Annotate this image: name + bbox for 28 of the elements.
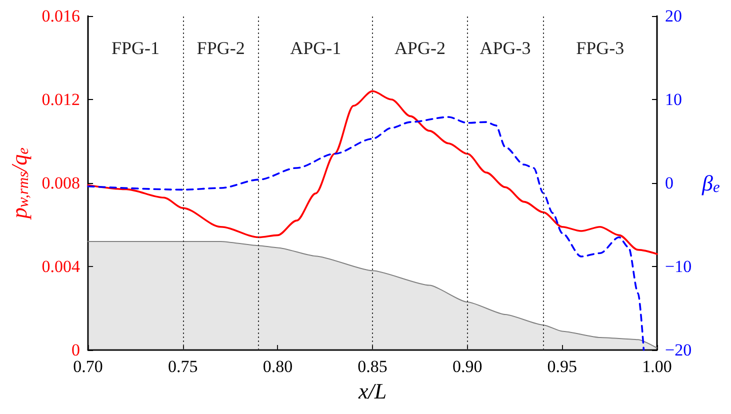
annotation: APG-1 — [290, 38, 342, 58]
y-tick-label: 0.016 — [42, 6, 80, 26]
y2-tick-label: 20 — [665, 6, 682, 26]
annotation: FPG-1 — [111, 38, 160, 58]
y-tick-label: 0.004 — [42, 257, 81, 276]
y2-tick-label: −10 — [665, 257, 692, 276]
line-series — [87, 116, 645, 351]
x-tick-label: 0.80 — [262, 357, 293, 376]
y2-tick-label: 0 — [665, 174, 674, 192]
y-tick-label: 0.012 — [42, 90, 80, 109]
annotation: FPG-2 — [196, 38, 245, 58]
y-axis-title: pw,rms/qe — [6, 147, 32, 221]
annotation: FPG-3 — [576, 38, 624, 58]
x-tick-label: 0.90 — [452, 357, 482, 376]
x-tick-label: 0.75 — [168, 357, 198, 376]
x-tick-label: 0.85 — [358, 357, 388, 376]
x-tick-label: 0.95 — [547, 357, 578, 376]
annotation: APG-2 — [394, 38, 446, 58]
y-tick-label: 0.008 — [42, 174, 80, 192]
y2-tick-label: −20 — [665, 340, 692, 360]
annotation: APG-3 — [480, 38, 531, 58]
y2-tick-label: 10 — [665, 90, 682, 109]
y2-axis-title: βe — [701, 170, 720, 196]
x-tick-label: 0.70 — [73, 357, 103, 376]
y-tick-label: 0 — [72, 340, 80, 360]
line-series — [87, 90, 658, 255]
x-axis-title: x/L — [357, 378, 387, 404]
x-tick-label: 1.00 — [642, 357, 672, 376]
